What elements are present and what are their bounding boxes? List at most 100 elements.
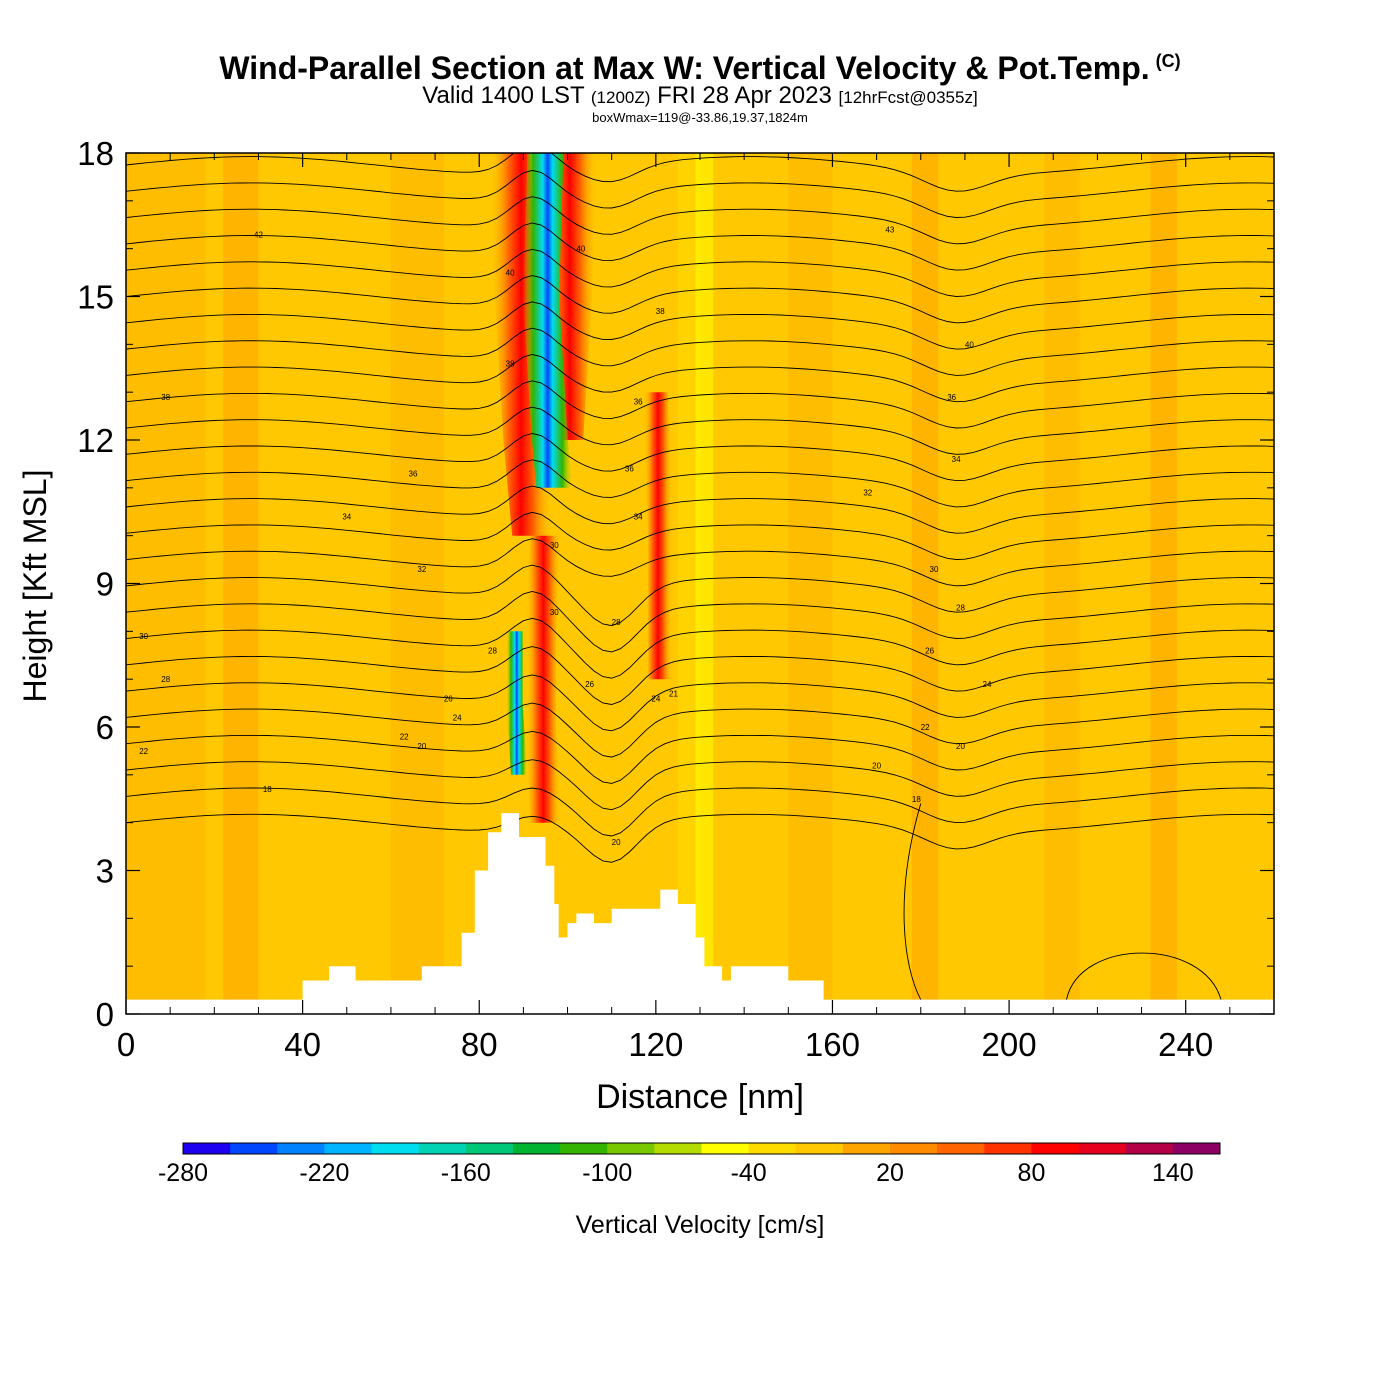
theta-contour	[126, 702, 1274, 758]
theta-contour	[126, 275, 1274, 324]
contour-label: 28	[612, 618, 621, 627]
contour-label: 36	[409, 469, 418, 478]
y-tick-label: 6	[96, 709, 114, 746]
theta-contour	[126, 485, 1274, 534]
theta-contour	[126, 646, 1274, 705]
valid-time: Valid 1400 LST	[422, 82, 585, 109]
y-tick-label: 9	[96, 566, 114, 603]
contour-label: 18	[263, 785, 272, 794]
colorbar-swatch	[984, 1143, 1032, 1154]
colorbar-swatch	[1125, 1143, 1174, 1154]
theta-contour	[126, 248, 1274, 297]
theta-contour	[126, 564, 1274, 627]
velocity-plumes	[490, 153, 673, 823]
theta-contour	[126, 674, 1274, 732]
colorbar-swatch	[890, 1143, 938, 1154]
colorbar-frame	[182, 1142, 1221, 1155]
valid-zulu: (1200Z)	[590, 88, 651, 107]
contour-label: 40	[965, 340, 974, 349]
contour-label: 20	[417, 742, 426, 751]
velocity-band	[1150, 153, 1177, 1014]
contour-label: 40	[506, 269, 515, 278]
colorbar-swatch	[607, 1143, 655, 1154]
contour-label: 32	[863, 489, 872, 498]
colorbar-swatch	[842, 1143, 891, 1154]
x-tick-label: 80	[461, 1026, 498, 1063]
theta-contour	[1066, 952, 1222, 1000]
contour-labels: 42 43 40 40 40 38 38 38 36 36 36 36 34 34 34 32 32 30 30 30…	[139, 226, 992, 847]
colorbar-tick-label: -40	[731, 1159, 767, 1187]
x-tick-label: 240	[1158, 1026, 1213, 1063]
contour-label: 18	[912, 795, 921, 804]
velocity-plume	[523, 153, 573, 488]
theta-contours	[126, 153, 1274, 1000]
contour-label: 21	[669, 690, 678, 699]
colorbar-swatch	[1172, 1143, 1221, 1154]
colorbar-tick-label: 80	[1018, 1159, 1046, 1187]
contour-label: 42	[254, 230, 263, 239]
velocity-plume	[526, 535, 561, 823]
theta-contour	[126, 327, 1274, 376]
contour-label: 20	[956, 742, 965, 751]
colorbar-swatch	[1078, 1143, 1127, 1154]
contour-label: 24	[453, 713, 462, 722]
x-axis-label: Distance [nm]	[596, 1078, 804, 1116]
y-tick-label: 3	[96, 853, 114, 890]
colorbar-tick-label: -160	[441, 1159, 491, 1187]
contour-label: 24	[651, 694, 660, 703]
x-tick-label: 160	[805, 1026, 860, 1063]
x-tick-label: 40	[284, 1026, 321, 1063]
contour-label: 22	[921, 723, 930, 732]
y-tick-label: 12	[77, 422, 114, 459]
contour-label: 34	[952, 455, 961, 464]
contour-label: 28	[488, 646, 497, 655]
theta-contour	[126, 301, 1274, 350]
contour-label: 20	[872, 761, 881, 770]
contour-label: 38	[506, 359, 515, 368]
velocity-band	[390, 153, 444, 1014]
contour-label: 32	[417, 565, 426, 574]
colorbar-swatch	[371, 1143, 420, 1154]
theta-contour	[126, 459, 1274, 508]
colorbar-swatch	[230, 1143, 278, 1154]
colorbar-label: Vertical Velocity [cm/s]	[576, 1211, 825, 1239]
theta-contour	[126, 538, 1274, 587]
theta-contour	[126, 730, 1274, 784]
colorbar-tick-label: -220	[299, 1159, 349, 1187]
contour-label: 22	[400, 733, 409, 742]
contour-label: 22	[139, 747, 148, 756]
velocity-band	[1044, 153, 1080, 1014]
colorbar-swatch	[560, 1143, 608, 1154]
contour-label: 24	[983, 680, 992, 689]
theta-contour	[126, 196, 1274, 245]
velocity-band	[911, 153, 939, 1014]
velocity-band	[788, 153, 833, 1014]
theta-contour	[126, 354, 1274, 403]
theta-contour	[126, 591, 1274, 653]
colorbar-swatch	[465, 1143, 514, 1154]
velocity-band	[223, 153, 259, 1014]
contour-label: 28	[161, 675, 170, 684]
contour-label: 34	[342, 513, 351, 522]
y-tick-label: 0	[96, 996, 114, 1033]
chart-title-text: Wind-Parallel Section at Max W: Vertical…	[219, 50, 1150, 86]
contour-label: 26	[925, 646, 934, 655]
y-tick-label: 15	[77, 279, 114, 316]
contour-label: 36	[625, 465, 634, 474]
colorbar-swatch	[748, 1143, 797, 1154]
field-layer: 42 43 40 40 40 38 38 38 36 36 36 36 34 34 34 32 32 30 30 30…	[126, 153, 1274, 1014]
contour-label: 28	[956, 603, 965, 612]
box-wmax-info: boxWmax=119@-33.86,19.37,1824m	[592, 110, 808, 125]
theta-contour	[126, 222, 1274, 271]
theta-contour	[126, 169, 1274, 218]
colorbar-tick-label: -280	[158, 1159, 208, 1187]
copyright-mark: (C)	[1155, 51, 1181, 72]
colorbar-swatch	[937, 1143, 985, 1154]
contour-label: 40	[576, 245, 585, 254]
y-tick-label: 18	[77, 135, 114, 172]
contour-label: 30	[550, 608, 559, 617]
contour-label: 34	[634, 513, 643, 522]
x-tick-label: 200	[982, 1026, 1037, 1063]
x-axis: 0 40 80 120 160 200 240	[117, 153, 1231, 1063]
valid-date: FRI 28 Apr 2023	[657, 82, 832, 109]
